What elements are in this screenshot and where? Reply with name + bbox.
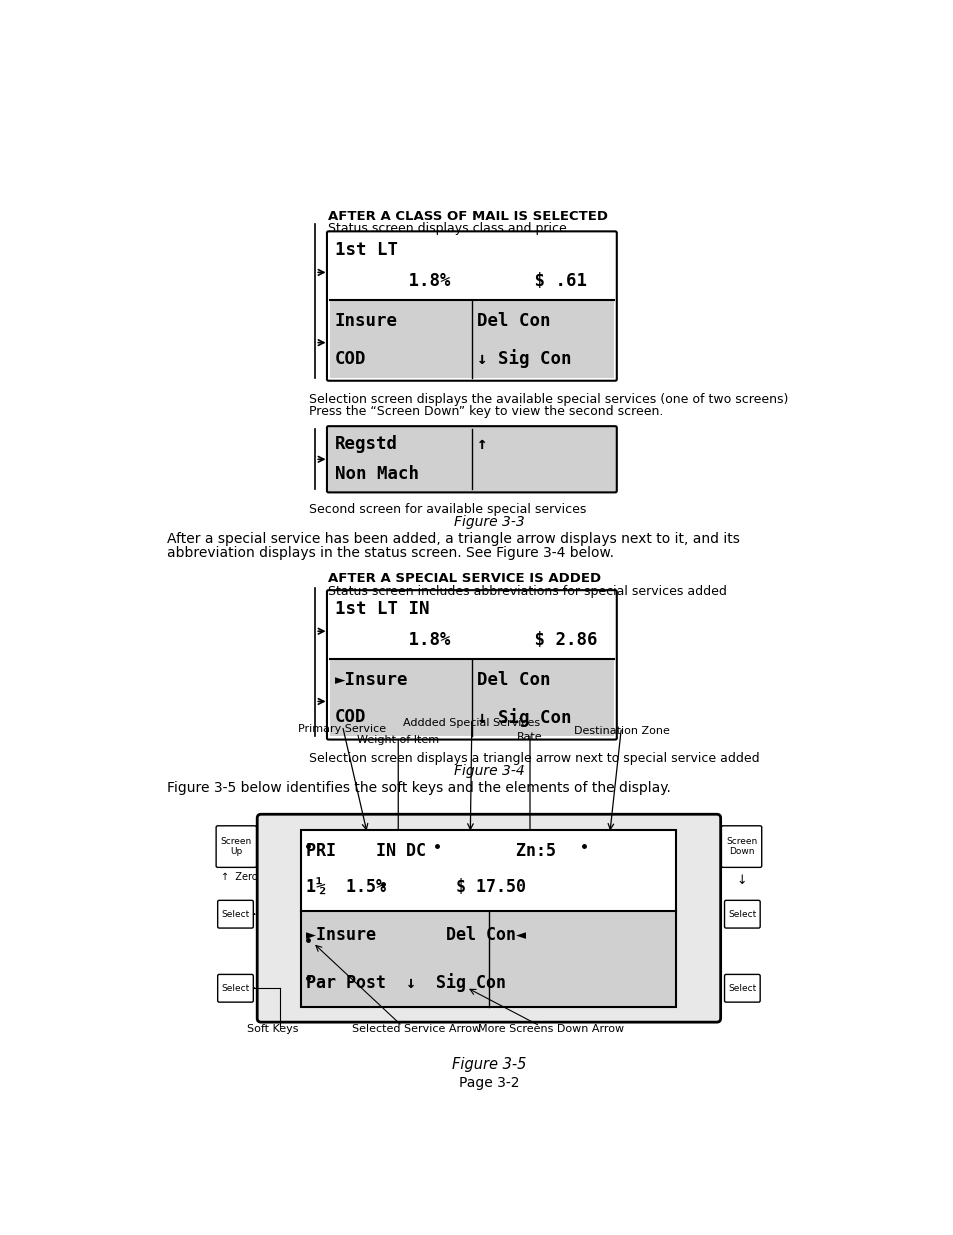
Text: Soft Keys: Soft Keys bbox=[247, 1025, 298, 1035]
Bar bbox=[301, 911, 676, 1007]
Text: Select: Select bbox=[727, 910, 756, 919]
Text: ↓ Sig Con: ↓ Sig Con bbox=[476, 708, 571, 727]
FancyBboxPatch shape bbox=[216, 826, 256, 867]
Text: COD: COD bbox=[335, 709, 366, 726]
Text: PRI    IN DC         Zn:5: PRI IN DC Zn:5 bbox=[306, 842, 556, 860]
Text: Primary Service: Primary Service bbox=[298, 724, 386, 734]
Text: More Screens Down Arrow: More Screens Down Arrow bbox=[477, 1025, 623, 1035]
Text: Press the “Screen Down” key to view the second screen.: Press the “Screen Down” key to view the … bbox=[309, 405, 662, 419]
Text: Figure 3-5 below identifies the soft keys and the elements of the display.: Figure 3-5 below identifies the soft key… bbox=[167, 782, 671, 795]
Text: abbreviation displays in the status screen. See Figure 3-4 below.: abbreviation displays in the status scre… bbox=[167, 546, 614, 561]
Text: ↑  Zero: ↑ Zero bbox=[220, 872, 257, 882]
Text: AFTER A SPECIAL SERVICE IS ADDED: AFTER A SPECIAL SERVICE IS ADDED bbox=[328, 573, 601, 585]
Text: Select: Select bbox=[221, 910, 250, 919]
Text: Select: Select bbox=[221, 984, 250, 993]
Bar bbox=[330, 659, 613, 736]
Text: Rate: Rate bbox=[517, 732, 542, 742]
Bar bbox=[301, 830, 676, 1007]
FancyBboxPatch shape bbox=[327, 231, 617, 380]
Text: Par Post  ↓  Sig Con: Par Post ↓ Sig Con bbox=[306, 973, 505, 993]
Text: ↓: ↓ bbox=[736, 873, 746, 887]
Text: After a special service has been added, a triangle arrow displays next to it, an: After a special service has been added, … bbox=[167, 532, 740, 546]
FancyBboxPatch shape bbox=[327, 426, 617, 493]
FancyBboxPatch shape bbox=[257, 814, 720, 1023]
Text: Weight of Item: Weight of Item bbox=[356, 735, 438, 745]
Text: COD: COD bbox=[335, 350, 366, 368]
Text: 1st LT: 1st LT bbox=[335, 241, 397, 259]
FancyBboxPatch shape bbox=[723, 900, 760, 927]
Text: Figure 3-3: Figure 3-3 bbox=[453, 515, 524, 530]
Text: Status screen includes abbreviations for special services added: Status screen includes abbreviations for… bbox=[328, 585, 726, 598]
Text: 1.8%        $ .61: 1.8% $ .61 bbox=[335, 273, 586, 290]
FancyBboxPatch shape bbox=[327, 590, 617, 740]
Text: Destination Zone: Destination Zone bbox=[573, 726, 669, 736]
Text: Screen
Down: Screen Down bbox=[725, 837, 757, 856]
Text: ↓ Sig Con: ↓ Sig Con bbox=[476, 350, 571, 368]
Text: Selected Service Arrow: Selected Service Arrow bbox=[352, 1025, 480, 1035]
Text: Second screen for available special services: Second screen for available special serv… bbox=[309, 503, 586, 516]
Text: Select: Select bbox=[727, 984, 756, 993]
Text: 1½  1.5%       $ 17.50: 1½ 1.5% $ 17.50 bbox=[306, 879, 525, 898]
Text: AFTER A CLASS OF MAIL IS SELECTED: AFTER A CLASS OF MAIL IS SELECTED bbox=[328, 210, 608, 222]
FancyBboxPatch shape bbox=[720, 826, 760, 867]
Text: Addded Special Services: Addded Special Services bbox=[403, 718, 539, 727]
Text: Screen
Up: Screen Up bbox=[220, 837, 252, 856]
Text: ►Insure: ►Insure bbox=[335, 671, 408, 689]
Text: ↑: ↑ bbox=[476, 435, 487, 453]
FancyBboxPatch shape bbox=[723, 974, 760, 1002]
Text: Figure 3-4: Figure 3-4 bbox=[453, 764, 524, 778]
FancyBboxPatch shape bbox=[217, 900, 253, 927]
Text: Figure 3-5: Figure 3-5 bbox=[452, 1057, 525, 1072]
Text: Selection screen displays a triangle arrow next to special service added: Selection screen displays a triangle arr… bbox=[309, 752, 759, 764]
FancyBboxPatch shape bbox=[217, 974, 253, 1002]
Text: Insure: Insure bbox=[335, 311, 397, 330]
Text: Del Con: Del Con bbox=[476, 671, 550, 689]
Text: Page 3-2: Page 3-2 bbox=[458, 1076, 518, 1091]
Text: Del Con: Del Con bbox=[476, 311, 550, 330]
Text: Selection screen displays the available special services (one of two screens): Selection screen displays the available … bbox=[309, 393, 788, 406]
Text: 1st LT IN: 1st LT IN bbox=[335, 600, 429, 619]
Text: Status screen displays class and price: Status screen displays class and price bbox=[328, 222, 567, 235]
Bar bbox=[330, 300, 613, 378]
Text: ►Insure       Del Con◄: ►Insure Del Con◄ bbox=[306, 926, 525, 944]
Text: Regstd: Regstd bbox=[335, 435, 397, 453]
Text: Non Mach: Non Mach bbox=[335, 466, 418, 483]
Text: 1.8%        $ 2.86: 1.8% $ 2.86 bbox=[335, 631, 597, 650]
Bar bbox=[301, 830, 676, 911]
